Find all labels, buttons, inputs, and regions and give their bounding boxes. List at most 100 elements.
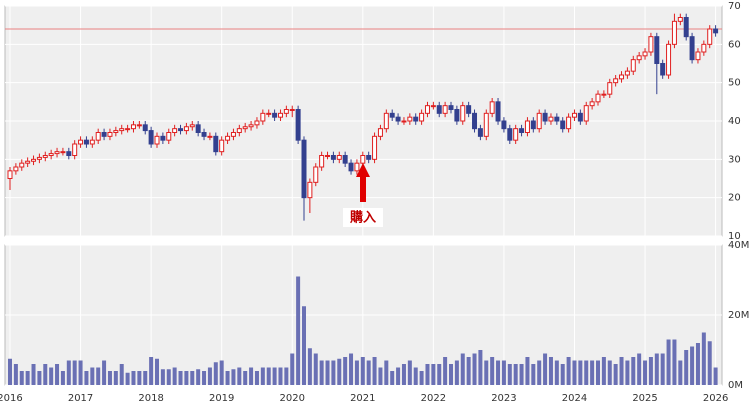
volume-bar (25, 371, 30, 385)
candle-body (507, 128, 513, 141)
volume-bar (284, 367, 289, 385)
candle-body (671, 20, 677, 45)
candle-body (78, 139, 84, 145)
y-tick-label: 10 (728, 231, 741, 242)
volume-bar (166, 369, 171, 385)
candle-body (83, 139, 89, 145)
candle-body (195, 124, 201, 134)
candle-body (436, 105, 442, 114)
x-tick-label: 2018 (138, 393, 163, 404)
volume-bar (625, 360, 630, 385)
candle-body (660, 63, 666, 76)
candle-body (571, 112, 577, 118)
volume-bar (654, 353, 659, 385)
candle-body (125, 128, 131, 131)
volume-bar (366, 360, 371, 385)
candle-body (566, 116, 572, 130)
volume-bar (484, 360, 489, 385)
candle-body (48, 153, 54, 156)
volume-bar (507, 364, 512, 385)
candle-body (689, 36, 695, 61)
candle-body (701, 43, 707, 53)
candle-body (483, 112, 489, 137)
candle-body (413, 116, 419, 122)
x-tick-label: 2023 (491, 393, 516, 404)
volume-bar (343, 357, 348, 385)
x-tick-label: 2019 (209, 393, 234, 404)
candle-body (354, 162, 360, 172)
volume-bar (331, 360, 336, 385)
volume-bar (254, 371, 259, 385)
x-tick-label: 2022 (421, 393, 446, 404)
volume-bar (672, 339, 677, 385)
candle-body (619, 74, 625, 80)
candle-body (72, 143, 78, 156)
volume-bar (513, 364, 518, 385)
annotation-box (343, 208, 383, 227)
volume-bar (96, 367, 101, 385)
y-tick-label: 20M (728, 310, 749, 321)
candle-body (683, 17, 689, 38)
volume-bar (472, 353, 477, 385)
candle-body (289, 109, 295, 111)
y-tick-label: 30 (728, 154, 741, 165)
volume-bar (419, 371, 424, 385)
volume-bar (566, 357, 571, 385)
candle-body (89, 139, 95, 145)
volume-bar (143, 371, 148, 385)
candle-body (101, 132, 107, 137)
volume-bar (119, 364, 124, 385)
candle-body (695, 51, 701, 61)
volume-bar (302, 306, 306, 385)
candle-body (419, 112, 425, 122)
volume-bar (372, 357, 377, 385)
volume-bar (454, 360, 459, 385)
volume-bar (678, 360, 683, 385)
annotation-text: 購入 (349, 210, 376, 226)
candle-body (248, 124, 254, 128)
volume-bar (43, 364, 48, 385)
volume-bar (607, 360, 612, 385)
candle-body (542, 112, 548, 122)
volume-bar (249, 367, 254, 385)
volume-bar (137, 371, 142, 385)
candle-body (577, 112, 583, 122)
y-tick-label: 40 (728, 116, 741, 127)
volume-bar (619, 357, 624, 385)
candle-body (360, 155, 366, 164)
y-tick-label: 70 (728, 1, 741, 12)
volume-bar (190, 371, 195, 385)
candle-body (31, 158, 37, 162)
volume-bar (31, 364, 36, 385)
x-tick-label: 2021 (350, 393, 375, 404)
volume-bar (525, 357, 530, 385)
volume-bar (396, 367, 401, 385)
candle-body (277, 112, 283, 118)
volume-bar (72, 360, 77, 385)
x-tick-label: 2017 (68, 393, 93, 404)
candle-body (142, 124, 148, 132)
volume-bar (690, 346, 695, 385)
volume-bar (307, 348, 312, 385)
volume-bar (460, 353, 465, 385)
volume-bar (560, 364, 565, 385)
candle-body (583, 105, 589, 122)
x-tick-label: 2024 (562, 393, 587, 404)
volume-bar (648, 357, 653, 385)
candle-body (130, 124, 136, 130)
volume-bar (219, 360, 224, 385)
volume-bar (478, 350, 483, 385)
arrow (356, 163, 370, 202)
candle-body (630, 59, 636, 72)
volume-bar (19, 371, 24, 385)
volume-bar (184, 371, 189, 385)
volume-bar (666, 339, 671, 385)
volume-bar (496, 360, 501, 385)
volume-bar (643, 360, 648, 385)
candle-body (313, 166, 319, 183)
volume-bar (543, 353, 548, 385)
candle-body (713, 28, 719, 34)
volume-bar (596, 360, 600, 385)
candle-body (213, 135, 219, 153)
volume-bar (278, 367, 283, 385)
